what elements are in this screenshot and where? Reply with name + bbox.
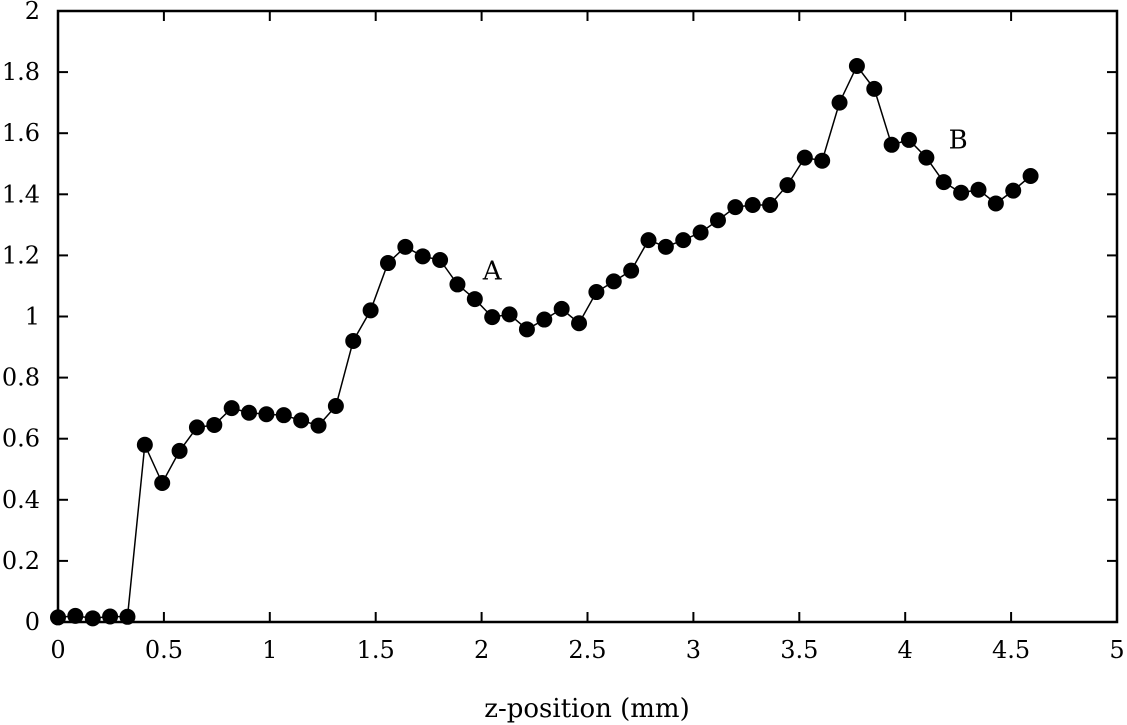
- data-point: [102, 608, 119, 625]
- data-point: [796, 149, 813, 166]
- data-point: [1022, 167, 1039, 184]
- data-point: [675, 232, 692, 249]
- data-point: [918, 149, 935, 166]
- data-point: [987, 195, 1004, 212]
- y-tick-label: 1.6: [2, 119, 40, 147]
- data-point: [605, 273, 622, 290]
- x-tick-label: 1.5: [357, 636, 395, 664]
- data-point: [709, 212, 726, 229]
- data-point: [310, 417, 327, 434]
- data-point: [275, 407, 292, 424]
- data-point: [536, 311, 553, 328]
- data-point: [293, 412, 310, 429]
- data-point: [518, 321, 535, 338]
- y-tick-label: 1.8: [2, 58, 40, 86]
- data-point: [901, 131, 918, 148]
- data-point: [501, 306, 518, 323]
- x-tick-label: 0.5: [145, 636, 183, 664]
- data-point: [1005, 182, 1022, 199]
- data-point: [814, 152, 831, 169]
- x-tick-label: 3: [686, 636, 701, 664]
- data-point: [432, 251, 449, 268]
- y-tick-label: 1.4: [2, 180, 40, 208]
- x-tick-label: 3.5: [780, 636, 818, 664]
- axis-ticks: [57, 10, 1118, 623]
- data-point: [553, 300, 570, 317]
- data-point: [223, 400, 240, 417]
- series-points: [50, 57, 1039, 627]
- y-tick-label: 0.8: [2, 364, 40, 392]
- x-axis-title: z-position (mm): [484, 694, 689, 724]
- data-point: [970, 181, 987, 198]
- y-tick-label: 0: [25, 608, 40, 636]
- data-point: [744, 196, 761, 213]
- x-tick-label: 2: [474, 636, 489, 664]
- data-point: [136, 436, 153, 453]
- data-point: [935, 174, 952, 191]
- annotation-label: A: [482, 257, 503, 287]
- data-point: [953, 184, 970, 201]
- data-point: [640, 232, 657, 249]
- y-tick-label: 1.2: [2, 241, 40, 269]
- x-tick-labels: 0 0.5 1 1.5 2 2.5 3 3.5 4 4.5 5: [50, 636, 1124, 664]
- data-point: [414, 248, 431, 265]
- data-point: [692, 224, 709, 241]
- data-point: [657, 238, 674, 255]
- data-point: [362, 302, 379, 319]
- data-point: [831, 94, 848, 111]
- data-point: [206, 416, 223, 433]
- data-point: [484, 309, 501, 326]
- data-point: [258, 406, 275, 423]
- x-tick-label: 5: [1109, 636, 1124, 664]
- y-tick-label: 2: [25, 0, 40, 25]
- data-point: [154, 474, 171, 491]
- data-point: [449, 276, 466, 293]
- plot-frame: [56, 9, 1119, 624]
- y-tick-label: 0.4: [2, 486, 40, 514]
- x-tick-label: 4: [898, 636, 913, 664]
- data-point: [397, 238, 414, 255]
- x-tick-label: 1: [262, 636, 277, 664]
- series-line: [57, 64, 1032, 620]
- data-point: [883, 136, 900, 153]
- data-point: [623, 262, 640, 279]
- y-tick-label: 0.2: [2, 547, 40, 575]
- data-point: [779, 177, 796, 194]
- x-tick-label: 4.5: [992, 636, 1030, 664]
- data-point: [67, 607, 84, 624]
- data-point: [171, 442, 188, 459]
- x-tick-label: 2.5: [568, 636, 606, 664]
- data-point: [241, 404, 258, 421]
- data-point: [466, 291, 483, 308]
- data-point: [345, 332, 362, 349]
- y-tick-label: 1: [25, 303, 40, 331]
- y-tick-label: 0.6: [2, 425, 40, 453]
- data-point: [84, 610, 101, 627]
- data-point: [762, 196, 779, 213]
- data-point: [188, 419, 205, 436]
- data-point: [588, 284, 605, 301]
- data-point: [727, 199, 744, 216]
- y-tick-labels: 0 0.2 0.4 0.6 0.8 1 1.2 1.4 1.6 1.8 2: [2, 0, 40, 636]
- data-point: [866, 80, 883, 97]
- annotation-label: B: [949, 125, 968, 155]
- data-point: [379, 255, 396, 272]
- data-point: [327, 398, 344, 415]
- x-tick-label: 0: [50, 636, 65, 664]
- annotations: AB: [482, 125, 968, 286]
- data-point: [848, 57, 865, 74]
- data-point: [571, 315, 588, 332]
